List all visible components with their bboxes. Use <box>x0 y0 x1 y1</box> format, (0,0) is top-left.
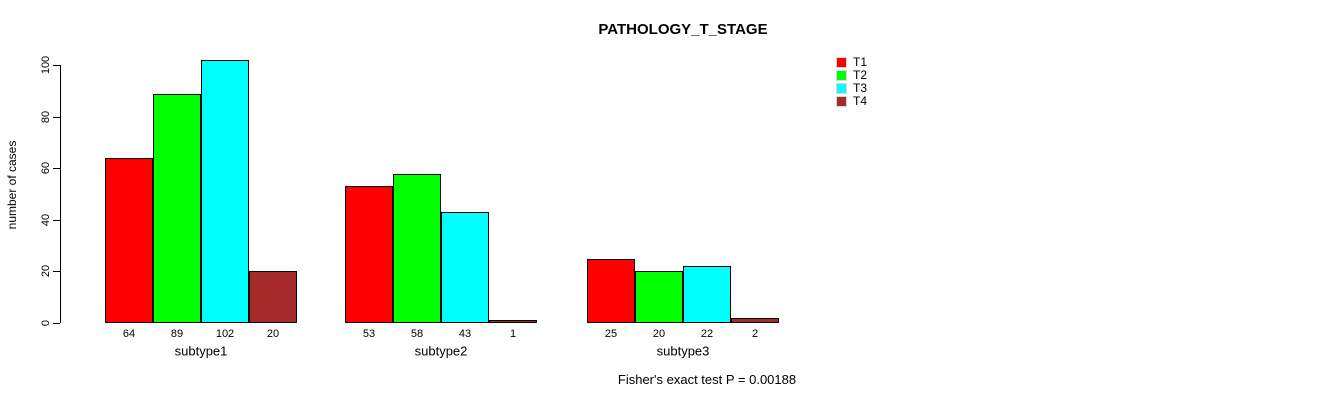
y-axis-title: number of cases <box>5 140 19 230</box>
y-tick-label: 80 <box>40 110 52 124</box>
y-tick-label: 100 <box>40 55 52 75</box>
y-tick-mark <box>53 271 60 272</box>
y-tick-mark <box>53 220 60 221</box>
bar-value-label: 1 <box>509 328 517 340</box>
bar-subtype3-t4 <box>731 318 779 323</box>
chart-title: PATHOLOGY_T_STAGE <box>598 21 768 38</box>
legend-item-t1: T1 <box>836 56 867 69</box>
legend-swatch-t2 <box>836 70 847 81</box>
y-tick-mark <box>53 168 60 169</box>
fisher-test-annotation: Fisher's exact test P = 0.00188 <box>617 372 797 387</box>
bar-subtype3-t2 <box>635 271 683 323</box>
legend-item-t3: T3 <box>836 82 867 95</box>
bar-subtype2-t3 <box>441 212 489 323</box>
bar-subtype3-t1 <box>587 259 635 323</box>
category-label-subtype3: subtype3 <box>656 343 710 359</box>
bar-value-label: 20 <box>266 328 280 340</box>
y-tick-mark <box>53 323 60 324</box>
y-axis-line <box>60 65 61 323</box>
bar-value-label: 64 <box>122 328 136 340</box>
legend-swatch-t4 <box>836 96 847 107</box>
bar-subtype2-t2 <box>393 174 441 323</box>
bar-subtype2-t1 <box>345 186 393 323</box>
bar-value-label: 89 <box>170 328 184 340</box>
bar-subtype1-t1 <box>105 158 153 323</box>
legend-swatch-t1 <box>836 57 847 68</box>
bar-value-label: 25 <box>604 328 618 340</box>
bar-subtype1-t3 <box>201 60 249 323</box>
bar-value-label: 20 <box>652 328 666 340</box>
y-tick-label: 60 <box>40 161 52 175</box>
bar-value-label: 43 <box>458 328 472 340</box>
y-tick-label: 0 <box>40 319 52 327</box>
bar-value-label: 53 <box>362 328 376 340</box>
legend-label: T3 <box>853 81 868 95</box>
legend-label: T2 <box>853 68 868 82</box>
bar-value-label: 22 <box>700 328 714 340</box>
legend-label: T4 <box>853 94 868 108</box>
bar-value-label: 102 <box>215 328 235 340</box>
bar-value-label: 58 <box>410 328 424 340</box>
bar-subtype3-t3 <box>683 266 731 323</box>
legend-label: T1 <box>853 55 868 69</box>
bar-subtype2-t4 <box>489 320 537 323</box>
y-tick-mark <box>53 117 60 118</box>
legend-swatch-t3 <box>836 83 847 94</box>
legend: T1 T2 T3 T4 <box>836 56 867 108</box>
bar-subtype1-t4 <box>249 271 297 323</box>
legend-item-t2: T2 <box>836 69 867 82</box>
category-label-subtype2: subtype2 <box>414 343 468 359</box>
bar-subtype1-t2 <box>153 94 201 323</box>
y-tick-label: 40 <box>40 213 52 227</box>
y-tick-mark <box>53 65 60 66</box>
bar-value-label: 2 <box>751 328 759 340</box>
category-label-subtype1: subtype1 <box>174 343 228 359</box>
y-tick-label: 20 <box>40 264 52 278</box>
legend-item-t4: T4 <box>836 95 867 108</box>
